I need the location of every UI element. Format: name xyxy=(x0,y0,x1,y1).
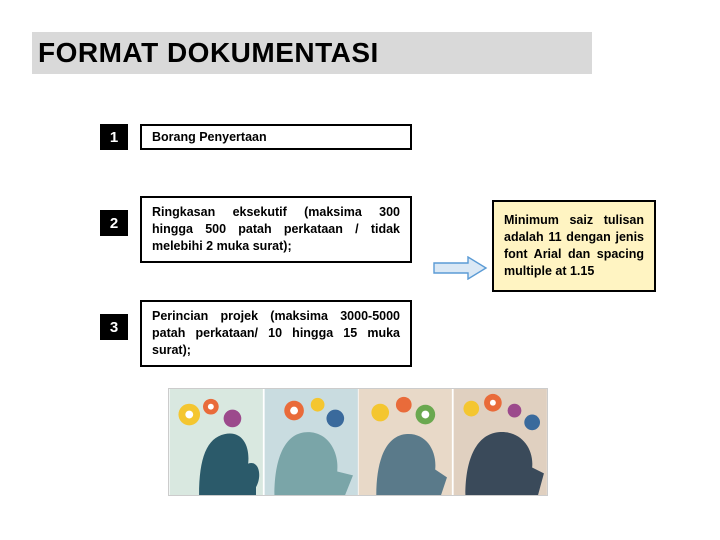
decorative-graphic xyxy=(168,388,548,496)
graphic-panel-3 xyxy=(358,389,453,495)
arrow-icon xyxy=(432,256,488,280)
graphic-panel-2 xyxy=(264,389,359,495)
item-desc-1: Borang Penyertaan xyxy=(140,124,412,150)
item-desc-2: Ringkasan eksekutif (maksima 300 hingga … xyxy=(140,196,412,263)
item-number-2: 2 xyxy=(100,210,128,236)
item-row-1: 1 Borang Penyertaan xyxy=(100,124,412,150)
item-row-3: 3 Perincian projek (maksima 3000-5000 pa… xyxy=(100,300,412,367)
note-box: Minimum saiz tulisan adalah 11 dengan je… xyxy=(492,200,656,292)
arrow-shape xyxy=(434,257,486,279)
page-title: FORMAT DOKUMENTASI xyxy=(38,37,379,69)
graphic-panel-1 xyxy=(169,389,264,495)
title-bar: FORMAT DOKUMENTASI xyxy=(32,32,592,74)
item-number-1: 1 xyxy=(100,124,128,150)
item-number-3: 3 xyxy=(100,314,128,340)
item-desc-3: Perincian projek (maksima 3000-5000 pata… xyxy=(140,300,412,367)
item-row-2: 2 Ringkasan eksekutif (maksima 300 hingg… xyxy=(100,196,412,263)
graphic-panel-4 xyxy=(453,389,548,495)
